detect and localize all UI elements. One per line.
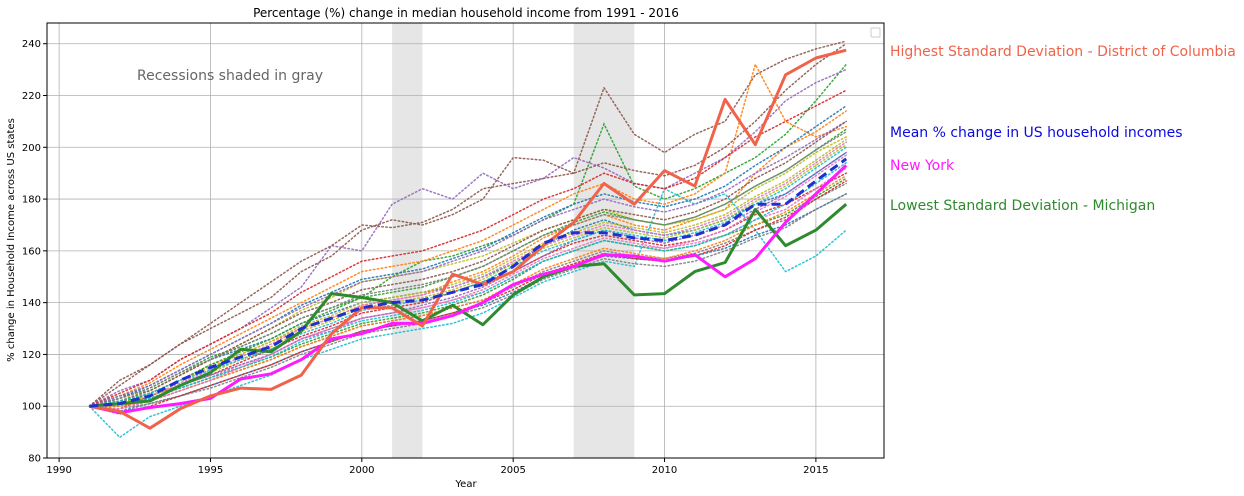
x-tick-label: 2015 (803, 465, 828, 476)
recession-note: Recessions shaded in gray (137, 68, 323, 84)
plot-frame (46, 22, 885, 459)
state-series-line-23 (88, 128, 847, 407)
state-series-lines (88, 40, 847, 439)
y-axis-ticks: 80 100 120 140 160 180 200 220 240 (22, 39, 47, 465)
state-series-line-7 (88, 167, 847, 407)
y-tick-label: 220 (22, 91, 41, 102)
x-tick-label: 2005 (500, 465, 525, 476)
state-series-line-15 (88, 151, 847, 407)
state-series-line-4 (88, 172, 847, 410)
state-series-line-12 (88, 62, 847, 407)
state-series-line-6 (88, 40, 847, 407)
state-series-line-3 (88, 63, 847, 407)
series-line-michigan (89, 203, 848, 408)
x-tick-label: 2010 (652, 465, 677, 476)
state-series-line-14 (88, 89, 847, 407)
state-series-line-5 (88, 68, 847, 407)
annotation-mean: Mean % change in US household incomes (890, 125, 1183, 141)
state-series-line-28 (88, 131, 847, 407)
y-tick-label: 180 (22, 195, 41, 206)
y-tick-label: 160 (22, 246, 41, 257)
chart-title: Percentage (%) change in median househol… (253, 6, 679, 20)
annotation-highest-std: Highest Standard Deviation - District of… (890, 44, 1236, 60)
y-tick-label: 80 (28, 454, 41, 465)
x-tick-label: 1995 (198, 465, 223, 476)
state-series-line-29 (88, 143, 847, 407)
annotation-lowest-std: Lowest Standard Deviation - Michigan (890, 198, 1155, 214)
x-axis-label: Year (454, 479, 477, 490)
state-series-line-22 (88, 175, 847, 407)
series-line-mean (89, 157, 848, 408)
recession-band-1 (392, 23, 423, 458)
y-tick-label: 140 (22, 298, 41, 309)
state-series-line-17 (88, 141, 847, 407)
state-series-line-18 (88, 193, 847, 410)
state-series-line-20 (88, 162, 847, 407)
annotation-new-york: New York (890, 158, 955, 174)
x-tick-label: 1990 (46, 465, 71, 476)
y-tick-label: 120 (22, 350, 41, 361)
series-line-district-of-columbia (89, 48, 847, 430)
y-tick-label: 100 (22, 402, 41, 413)
y-axis-label: % change in Household Income across US s… (6, 118, 17, 362)
state-series-line-25 (88, 120, 847, 407)
x-axis-ticks: 1990 1995 2000 2005 2010 2015 (46, 458, 829, 476)
state-series-line-16 (88, 42, 847, 407)
y-tick-label: 200 (22, 143, 41, 154)
state-series-line-2 (88, 110, 847, 407)
x-tick-label: 2000 (349, 465, 374, 476)
y-tick-label: 240 (22, 39, 41, 50)
state-series-line-27 (88, 154, 847, 410)
highlighted-series-lines (89, 48, 848, 430)
legend-box[interactable] (870, 27, 881, 38)
